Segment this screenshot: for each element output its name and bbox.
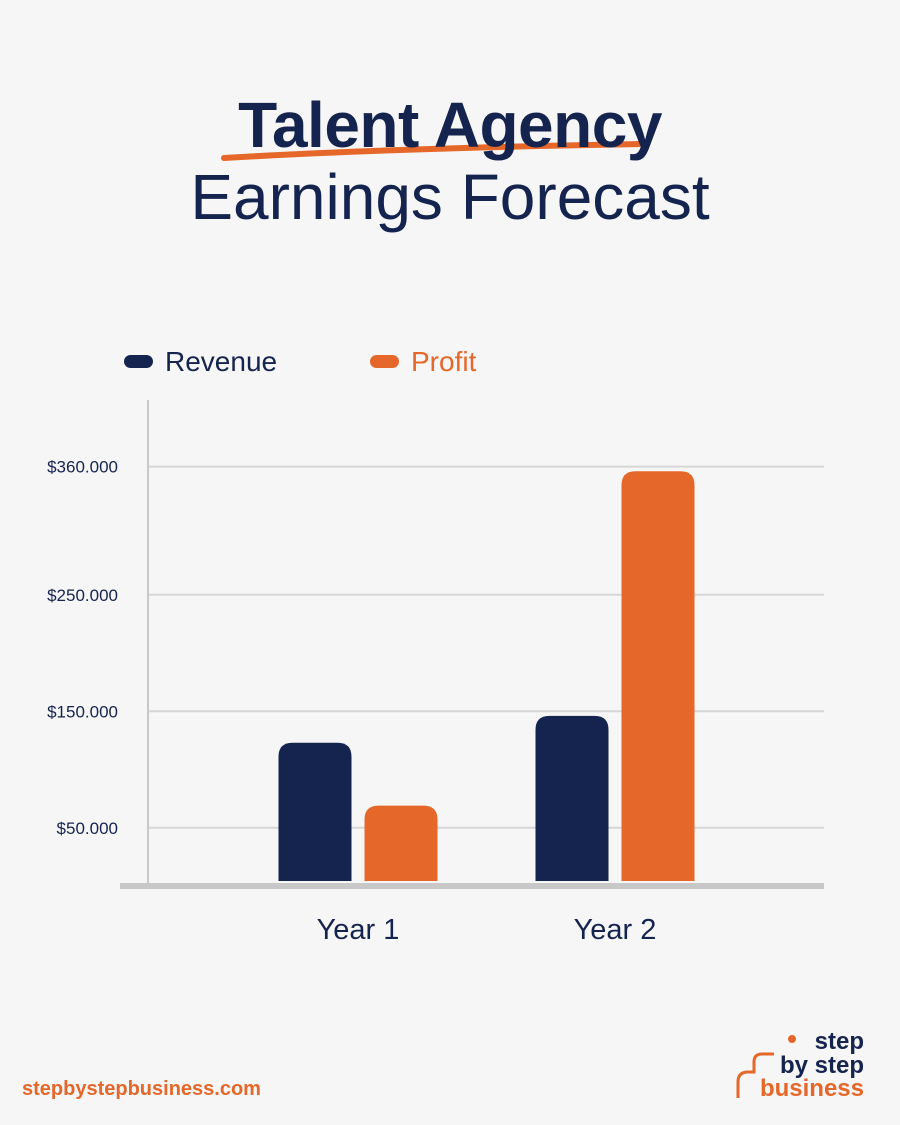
bar-profit-year-1 xyxy=(364,805,438,881)
y-tick-label-1: $150.000 xyxy=(47,702,118,721)
y-tick-label-0: $50.000 xyxy=(57,819,118,838)
y-tick-label-2: $250.000 xyxy=(47,586,118,605)
bar-revenue-year-2 xyxy=(535,715,609,881)
title-underline-decoration xyxy=(221,141,644,161)
step-by-step-business-logo: step by step business xyxy=(730,1030,870,1102)
title-line-2: Earnings Forecast xyxy=(190,161,710,233)
x-tick-label-0: Year 1 xyxy=(317,914,400,946)
logo-text-business: business xyxy=(759,1075,864,1102)
x-tick-label-1: Year 2 xyxy=(574,914,657,946)
legend-swatch-profit xyxy=(370,355,399,369)
legend-item-revenue: Revenue xyxy=(124,346,277,378)
bar-profit-year-2 xyxy=(621,471,695,881)
logo-mark-icon xyxy=(736,1035,796,1098)
legend-label-profit: Profit xyxy=(411,346,477,377)
footer-url[interactable]: stepbystepbusiness.com xyxy=(22,1078,261,1100)
legend-swatch-revenue xyxy=(124,355,153,369)
title-text-bold: Talent Agency xyxy=(238,89,662,161)
bar-revenue-year-1 xyxy=(278,742,352,881)
y-tick-label-3: $360.000 xyxy=(47,458,118,477)
logo-text-by-step: by step xyxy=(779,1052,864,1079)
legend-item-profit: Profit xyxy=(370,346,476,378)
logo-text-step: step xyxy=(814,1028,864,1055)
chart-title: Talent Agency Earnings Forecast xyxy=(0,88,900,234)
title-line-1: Talent Agency xyxy=(221,88,662,162)
bar-chart: $50.000 $150.000 $250.000 $360.000 Year 1 Yea… xyxy=(47,400,824,946)
legend-label-revenue: Revenue xyxy=(165,346,278,377)
